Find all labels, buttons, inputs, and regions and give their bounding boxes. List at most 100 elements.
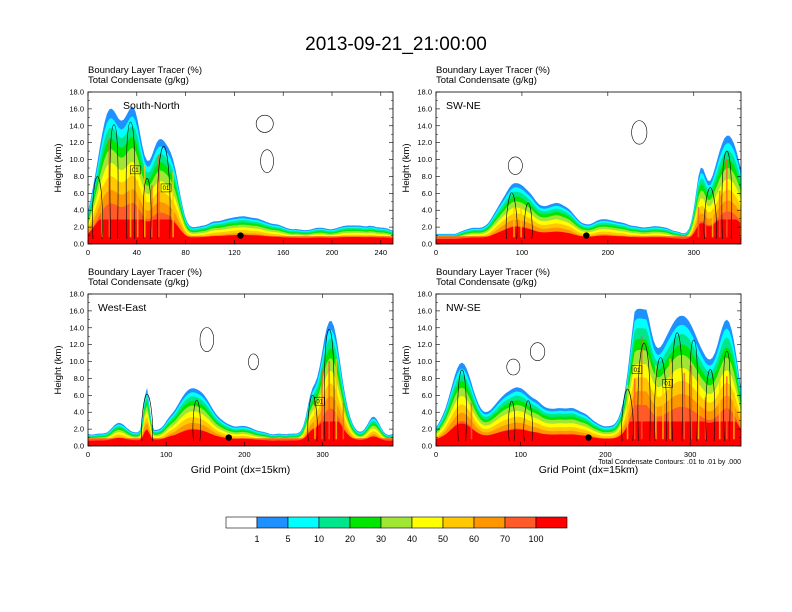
- contour-label-box: [160, 183, 172, 193]
- contour-label: 01: [664, 381, 671, 387]
- panel-1: 0.0 2.0 4.0 6.0 8.0 10.0 12.0 14.0 16.0 18.0 0 100 2…: [401, 65, 742, 257]
- y-tick-label: 6.0: [74, 189, 84, 198]
- y-tick-label: 10.0: [69, 357, 84, 366]
- colorbar-box: [318, 516, 351, 529]
- y-tick-label: 14.0: [417, 323, 432, 332]
- panel-title: NW-SE: [446, 302, 481, 314]
- y-tick-label: 2.0: [422, 223, 432, 232]
- y-tick-label: 18.0: [417, 88, 432, 97]
- colorbar-label: 70: [500, 534, 510, 544]
- x-tick-label: 200: [326, 248, 339, 257]
- panel-2: 01 0.0 2.0 4.0 6.0 8.0 10.0 12.0 14.0 16.0 18.0 0 10…: [53, 267, 394, 476]
- contour-label-box: [130, 165, 141, 175]
- colorbar-label: 1: [254, 534, 259, 544]
- y-tick-label: 8.0: [422, 172, 432, 181]
- y-tick-label: 6.0: [422, 391, 432, 400]
- overlay-label: Total Condensate (g/kg): [88, 75, 189, 86]
- x-tick-label: 300: [687, 248, 700, 257]
- contour-label: 01: [634, 368, 641, 374]
- overlay-label: Total Condensate (g/kg): [436, 75, 537, 86]
- y-tick-label: 10.0: [417, 155, 432, 164]
- condensate-contours: 01 01: [92, 114, 274, 239]
- colorbar-box: [349, 516, 382, 529]
- condensate-contours: 01 01: [457, 332, 731, 441]
- y-axis-label: Height (km): [401, 345, 412, 394]
- y-tick-label: 10.0: [417, 357, 432, 366]
- colorbar-box: [380, 516, 413, 529]
- figure-title: 2013-09-21_21:00:00: [305, 34, 487, 55]
- colorbar-box: [287, 516, 320, 529]
- y-tick-label: 2.0: [422, 425, 432, 434]
- x-tick-label: 0: [86, 248, 90, 257]
- y-tick-label: 14.0: [69, 323, 84, 332]
- condensate-contours: 01: [141, 327, 335, 441]
- overlay-label: Total Condensate (g/kg): [436, 277, 537, 288]
- contour-label-box: [314, 396, 325, 406]
- x-tick-label: 200: [599, 450, 612, 459]
- y-axis-label: Height (km): [53, 345, 64, 394]
- tracer-field: [436, 135, 741, 244]
- colorbar-box: [256, 516, 289, 529]
- y-tick-label: 12.0: [417, 138, 432, 147]
- x-tick-label: 100: [516, 248, 529, 257]
- contour-label-box: [662, 379, 673, 388]
- y-tick-label: 4.0: [74, 206, 84, 215]
- x-tick-label: 200: [602, 248, 615, 257]
- y-tick-label: 14.0: [69, 121, 84, 130]
- y-tick-label: 12.0: [69, 340, 84, 349]
- y-tick-label: 0.0: [422, 442, 432, 451]
- colorbar-label: 100: [528, 534, 543, 544]
- y-tick-label: 2.0: [74, 223, 84, 232]
- x-tick-label: 80: [181, 248, 189, 257]
- colorbar-box: [411, 516, 444, 529]
- y-tick-label: 18.0: [69, 88, 84, 97]
- x-axis-label: Grid Point (dx=15km): [191, 464, 291, 476]
- tracer-field: [88, 106, 393, 244]
- x-tick-label: 300: [316, 450, 329, 459]
- colorbar-label: 40: [407, 534, 417, 544]
- y-tick-label: 4.0: [422, 206, 432, 215]
- x-tick-label: 160: [277, 248, 290, 257]
- y-tick-label: 8.0: [74, 374, 84, 383]
- x-tick-label: 0: [434, 450, 438, 459]
- x-axis-label: Grid Point (dx=15km): [539, 464, 639, 476]
- x-tick-label: 0: [434, 248, 438, 257]
- x-tick-label: 0: [86, 450, 90, 459]
- x-tick-label: 100: [514, 450, 527, 459]
- y-tick-label: 16.0: [69, 104, 84, 113]
- colorbar-box: [442, 516, 475, 529]
- y-tick-label: 16.0: [417, 104, 432, 113]
- colorbar-label: 20: [345, 534, 355, 544]
- contour-label: 01: [132, 168, 139, 174]
- colorbar-label: 10: [314, 534, 324, 544]
- y-tick-label: 16.0: [69, 306, 84, 315]
- y-tick-label: 6.0: [74, 391, 84, 400]
- field-label: Boundary Layer Tracer (%): [436, 65, 550, 76]
- x-tick-label: 240: [375, 248, 388, 257]
- y-axis-label: Height (km): [53, 143, 64, 192]
- tracer-field: [436, 308, 741, 446]
- location-marker: [225, 434, 232, 441]
- colorbar: 1 5 10 20 30 40 50 60 70 100: [225, 516, 568, 544]
- x-tick-label: 200: [238, 450, 251, 459]
- colorbar-box: [225, 516, 258, 529]
- contour-label: 01: [163, 186, 170, 192]
- colorbar-box: [504, 516, 537, 529]
- y-tick-label: 12.0: [69, 138, 84, 147]
- panel-title: West-East: [98, 302, 146, 314]
- panel-3: 01 01 0.0 2.0 4.0 6.0 8.0 10.0 12.0 14.0 16.0 18.0 0…: [401, 267, 742, 476]
- y-tick-label: 0.0: [74, 442, 84, 451]
- y-tick-label: 8.0: [422, 374, 432, 383]
- contour-label-box: [631, 365, 643, 374]
- condensate-contours: [505, 120, 733, 240]
- y-tick-label: 18.0: [417, 290, 432, 299]
- field-label: Boundary Layer Tracer (%): [436, 267, 550, 278]
- x-tick-label: 40: [133, 248, 141, 257]
- contour-note: Total Condensate Contours: .01 to .01 by…: [598, 459, 741, 466]
- colorbar-box: [473, 516, 506, 529]
- y-tick-label: 10.0: [69, 155, 84, 164]
- location-marker: [237, 232, 244, 239]
- panel-0: 01 01 0.0 2.0 4.0 6.0 8.0 10.0 12.0 14.0 16.0 18.0 0…: [53, 65, 394, 257]
- contour-label: 01: [316, 399, 323, 405]
